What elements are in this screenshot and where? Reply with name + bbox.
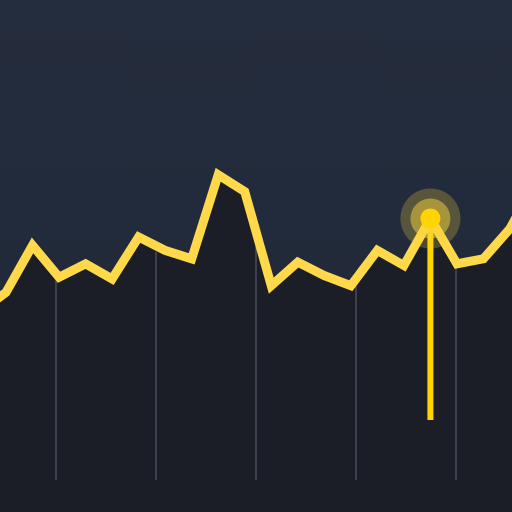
highlight-marker-layer	[400, 188, 461, 249]
highlight-point	[420, 208, 441, 229]
series-line-layer	[0, 167, 512, 303]
gridline-layer	[55, 237, 457, 480]
series-line	[0, 167, 512, 303]
